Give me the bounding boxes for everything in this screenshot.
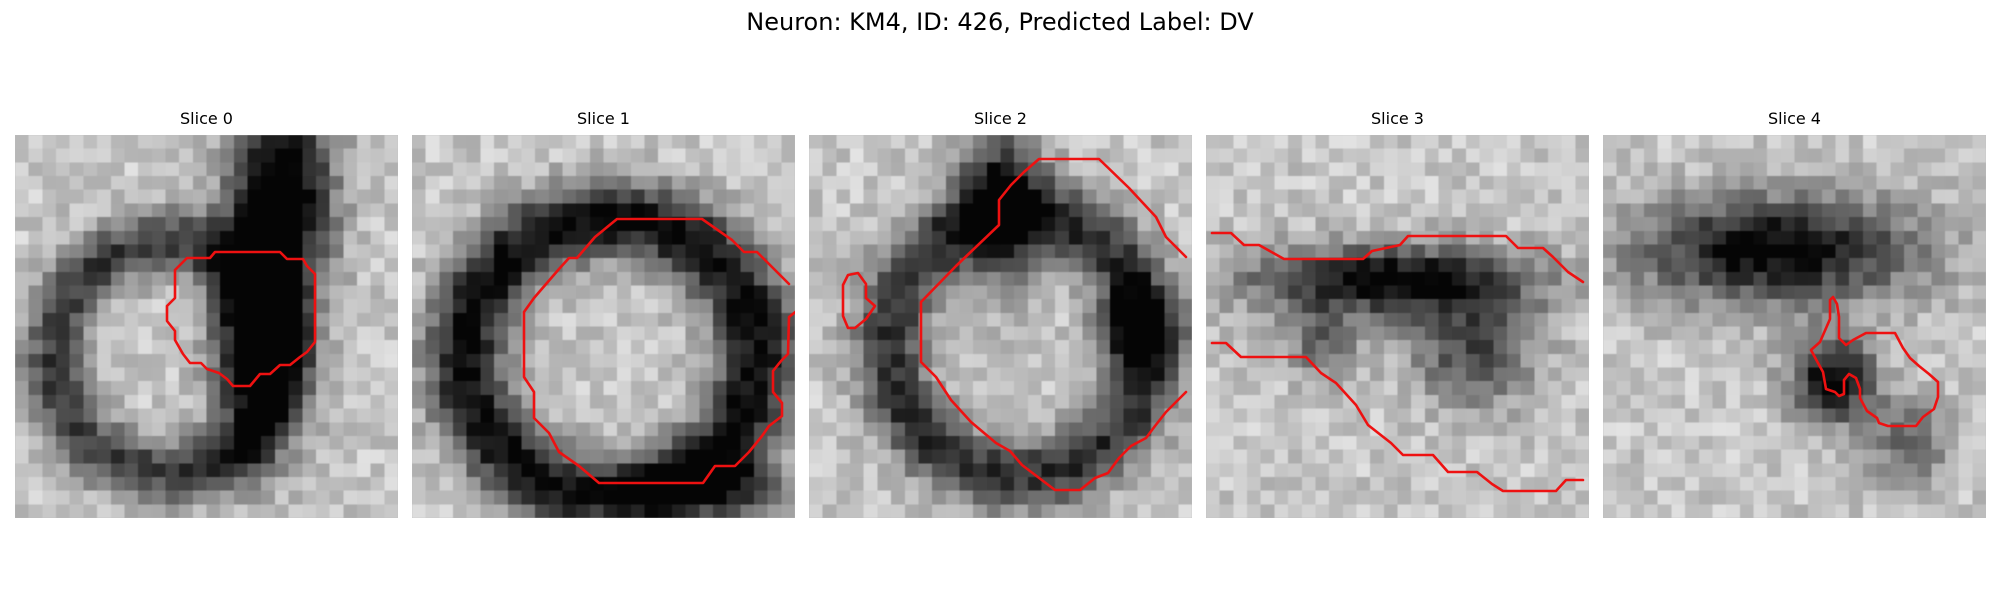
grayscale-patch-4 xyxy=(1603,135,1986,518)
slice-title-4: Slice 4 xyxy=(1768,109,1821,128)
slice-title-0: Slice 0 xyxy=(180,109,233,128)
contour-overlay-4 xyxy=(1809,295,1940,428)
slice-title-3: Slice 3 xyxy=(1371,109,1424,128)
slice-title-2: Slice 2 xyxy=(974,109,1027,128)
contour-overlay-0 xyxy=(165,250,317,388)
segmentation-contour xyxy=(522,217,795,485)
slice-panel-4: Slice 4 xyxy=(1603,108,1986,518)
segmentation-contour xyxy=(919,157,1188,492)
slice-panel-2: Slice 2 xyxy=(809,108,1192,518)
grayscale-patch-3 xyxy=(1206,135,1589,518)
slice-panel-1: Slice 1 xyxy=(412,108,795,518)
segmentation-contour xyxy=(841,271,877,330)
slice-panel-0: Slice 0 xyxy=(15,108,398,518)
slice-image-4 xyxy=(1603,135,1986,518)
slice-image-1 xyxy=(412,135,795,518)
segmentation-contour xyxy=(1210,231,1585,284)
contour-overlay-3 xyxy=(1210,231,1585,493)
segmentation-contour xyxy=(1210,341,1585,493)
segmentation-contour xyxy=(165,250,317,388)
segmentation-contour xyxy=(1809,295,1940,428)
contour-overlay-1 xyxy=(522,217,795,485)
slice-panel-3: Slice 3 xyxy=(1206,108,1589,518)
grayscale-patch-1 xyxy=(412,135,795,518)
slice-image-2 xyxy=(809,135,1192,518)
slice-image-0 xyxy=(15,135,398,518)
contour-overlay-2 xyxy=(841,157,1188,492)
slice-title-1: Slice 1 xyxy=(577,109,630,128)
grayscale-patch-0 xyxy=(15,135,398,518)
figure-title: Neuron: KM4, ID: 426, Predicted Label: D… xyxy=(746,8,1254,36)
slice-image-3 xyxy=(1206,135,1589,518)
